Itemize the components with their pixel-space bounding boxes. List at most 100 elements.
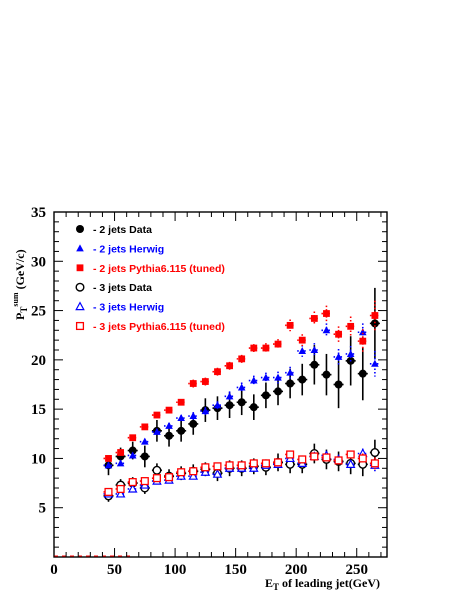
data-point [358, 454, 367, 463]
data-point [358, 369, 367, 378]
legend-label: - 2 jets Pythia6.115 (tuned) [93, 263, 225, 275]
data-point [286, 379, 295, 388]
data-point [345, 459, 356, 468]
data-point [274, 340, 282, 348]
data-point [334, 456, 343, 465]
data-point [249, 459, 258, 468]
data-point [310, 452, 319, 461]
data-point [116, 459, 125, 467]
x-tick-label: 250 [345, 562, 368, 578]
data-point [165, 431, 174, 440]
data-point [370, 319, 379, 328]
data-point [189, 419, 198, 428]
plot-border [53, 211, 388, 558]
data-point [262, 373, 270, 381]
data-point [188, 470, 199, 480]
legend-label: - 2 jets Herwig [93, 243, 164, 255]
data-point [286, 450, 295, 459]
axes-ticks: 0 50 100 150 200 250 5 10 15 20 25 30 35 [31, 205, 387, 578]
data-point [262, 344, 270, 352]
y-tick-label: 20 [31, 353, 46, 369]
data-point [237, 383, 246, 391]
series-3 [103, 300, 380, 462]
data-point [358, 328, 367, 336]
data-point [201, 378, 209, 385]
data-point [189, 380, 197, 387]
data-point [298, 336, 306, 344]
x-tick-label: 200 [285, 562, 308, 578]
data-point [189, 412, 198, 420]
data-point [214, 368, 221, 376]
series-1 [103, 287, 380, 476]
data-point [249, 403, 258, 412]
data-point [225, 392, 234, 400]
y-tick-label: 25 [31, 304, 46, 320]
data-point [237, 461, 246, 470]
legend-marker [76, 225, 84, 233]
y-axis-title: PTsum (GeV/c) [11, 249, 29, 320]
legend-marker [76, 244, 84, 252]
y-tick-label: 30 [31, 254, 46, 270]
data-point [225, 401, 234, 410]
data-point [105, 455, 112, 462]
data-point [177, 398, 185, 406]
data-point [286, 368, 294, 376]
legend-marker [76, 264, 84, 272]
data-point [261, 391, 270, 400]
data-point [127, 483, 138, 493]
x-axis-title: ET of leading jet(GeV) [265, 576, 380, 592]
data-point [322, 326, 331, 334]
data-point [201, 407, 210, 415]
data-point [322, 453, 331, 462]
data-point [115, 488, 126, 498]
data-point [286, 321, 294, 329]
y-tick-label: 35 [31, 205, 46, 221]
data-point [104, 487, 113, 496]
data-point [165, 406, 173, 414]
legend-label: - 3 jets Herwig [93, 302, 164, 314]
x-tick-label: 50 [107, 562, 122, 578]
data-point [177, 414, 185, 422]
y-tick-label: 10 [31, 451, 46, 467]
data-point [359, 337, 367, 345]
y-tick-label: 5 [39, 501, 47, 517]
legend: - 2 jets Data - 2 jets Herwig - 2 jets Pyt… [75, 224, 225, 333]
data-point [346, 349, 355, 357]
data-point [274, 373, 282, 381]
data-point [310, 346, 319, 353]
data-point [323, 310, 330, 317]
data-point [250, 344, 258, 352]
y-tick-label: 15 [31, 402, 46, 418]
x-tick-label: 0 [50, 562, 58, 578]
data-point [129, 434, 137, 442]
data-point [153, 411, 161, 419]
data-point [370, 448, 380, 458]
data-point [250, 376, 258, 384]
data-point [117, 449, 124, 456]
data-point [322, 370, 331, 379]
data-point [274, 387, 283, 396]
data-point [140, 477, 149, 486]
legend-label: - 3 jets Pythia6.115 (tuned) [93, 321, 225, 333]
data-point [164, 473, 174, 482]
data-point [213, 462, 222, 471]
data-point [310, 360, 319, 369]
data-point [298, 346, 307, 354]
data-point [273, 458, 283, 467]
data-point [261, 459, 270, 468]
data-point [177, 426, 186, 435]
data-point [177, 468, 186, 477]
data-point [128, 446, 137, 455]
data-point [116, 484, 125, 494]
data-point [371, 312, 379, 319]
data-point [346, 450, 355, 459]
data-point [104, 461, 113, 469]
data-point [212, 468, 223, 478]
x-tick-label: 150 [224, 562, 247, 578]
x-tick-label: 100 [164, 562, 187, 578]
data-point [152, 474, 161, 483]
data-point [225, 461, 234, 470]
data-point [335, 330, 342, 338]
data-point [248, 463, 259, 472]
